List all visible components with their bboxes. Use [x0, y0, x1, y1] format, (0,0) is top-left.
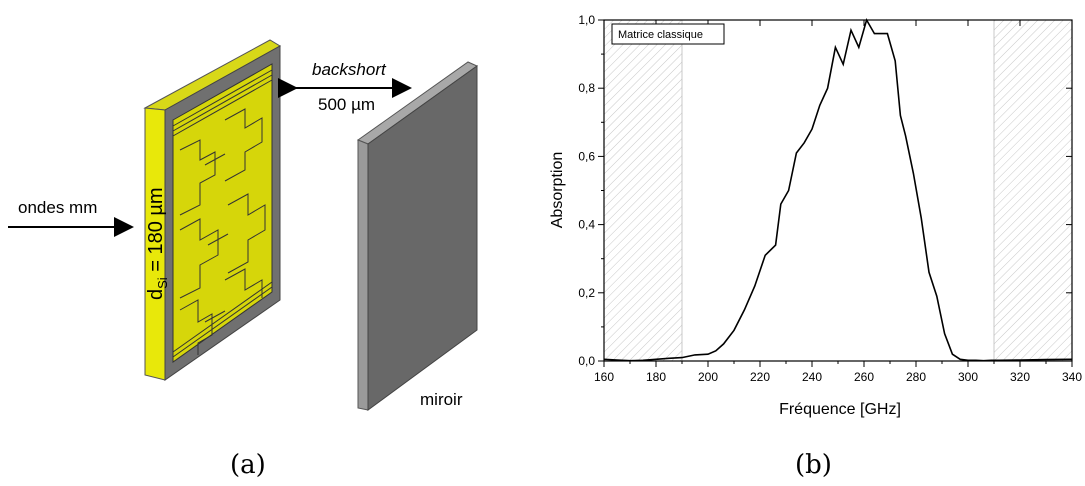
backshort-label: backshort [312, 60, 387, 79]
input-waves-label: ondes mm [18, 198, 97, 217]
x-tick-label: 220 [750, 370, 770, 384]
absorber-stripes [172, 69, 273, 358]
distance-label: 500 µm [318, 95, 375, 114]
mirror-label: miroir [420, 390, 463, 409]
x-tick-label: 280 [906, 370, 926, 384]
y-tick-label: 0,6 [578, 149, 595, 163]
x-axis-label: Fréquence [GHz] [779, 401, 901, 418]
x-tick-label: 200 [698, 370, 718, 384]
thickness-label: dSi = 180 µm [145, 187, 170, 300]
x-tick-label: 340 [1062, 370, 1082, 384]
caption-a: (a) [230, 450, 266, 480]
legend-box [611, 23, 725, 45]
absorber-meander-pattern [179, 108, 266, 355]
x-tick-label: 260 [854, 370, 874, 384]
mirror-side-edge [357, 139, 369, 411]
y-tick-label: 0,8 [578, 81, 595, 95]
legend: Matrice classique [611, 23, 725, 45]
legend-label: Matrice classique [618, 29, 703, 41]
x-tick-label: 320 [1010, 370, 1030, 384]
absorber-pattern-area [172, 63, 273, 363]
x-tick-label: 160 [594, 370, 614, 384]
y-axis-label: Absorption [549, 152, 566, 229]
hatched-region-1 [993, 19, 1073, 362]
series-line-matrice-classique [603, 17, 1073, 362]
y-tick-label: 0,2 [578, 286, 595, 300]
x-tick-label: 180 [646, 370, 666, 384]
hatched-region-0 [603, 19, 683, 362]
x-tick-label: 240 [802, 370, 822, 384]
x-tick-label: 300 [958, 370, 978, 384]
absorption-chart: 160 180 200 220 240 260 280 300 320 340 0,0 0,2 0,4 0… [549, 13, 1082, 418]
y-tick-label: 1,0 [578, 13, 595, 27]
detector-schematic: dSi = 180 µm ondes mm backshort 500 µm m… [8, 39, 479, 411]
mirror-front-face [367, 65, 478, 411]
caption-b: (b) [795, 450, 832, 480]
y-tick-label: 0,4 [578, 218, 595, 232]
y-tick-label: 0,0 [578, 354, 595, 368]
